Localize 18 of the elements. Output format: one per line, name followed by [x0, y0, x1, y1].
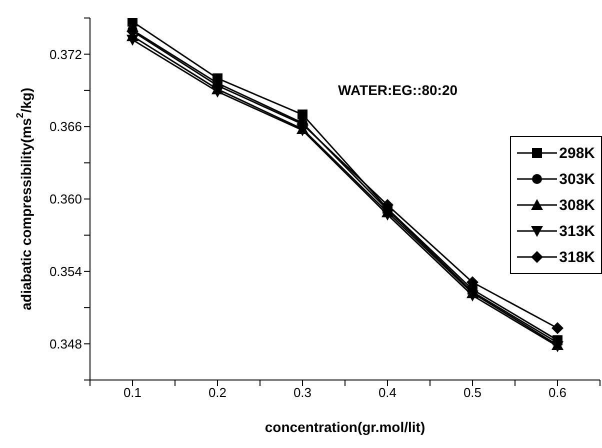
x-tick-label: 0.1: [123, 385, 142, 400]
x-tick-label: 0.4: [378, 385, 397, 400]
x-tick-label: 0.3: [293, 385, 312, 400]
x-tick-label: 0.2: [208, 385, 227, 400]
legend-label: 308K: [559, 196, 595, 214]
y-tick-label: 0.360: [49, 192, 82, 207]
legend-label: 313K: [559, 222, 595, 240]
legend-label: 298K: [559, 144, 595, 162]
y-tick-label: 0.348: [49, 336, 82, 352]
x-tick-label: 0.6: [548, 385, 567, 400]
y-tick-label: 0.372: [49, 46, 82, 62]
x-tick-label: 0.5: [463, 385, 482, 400]
legend-label: 303K: [559, 170, 595, 188]
annotation: WATER:EG::80:20: [338, 82, 458, 98]
legend-label: 318K: [559, 248, 595, 266]
y-tick-label: 0.354: [49, 264, 82, 280]
x-axis-title: concentration(gr.mol/lit): [264, 419, 426, 435]
y-tick-label: 0.366: [49, 119, 82, 134]
